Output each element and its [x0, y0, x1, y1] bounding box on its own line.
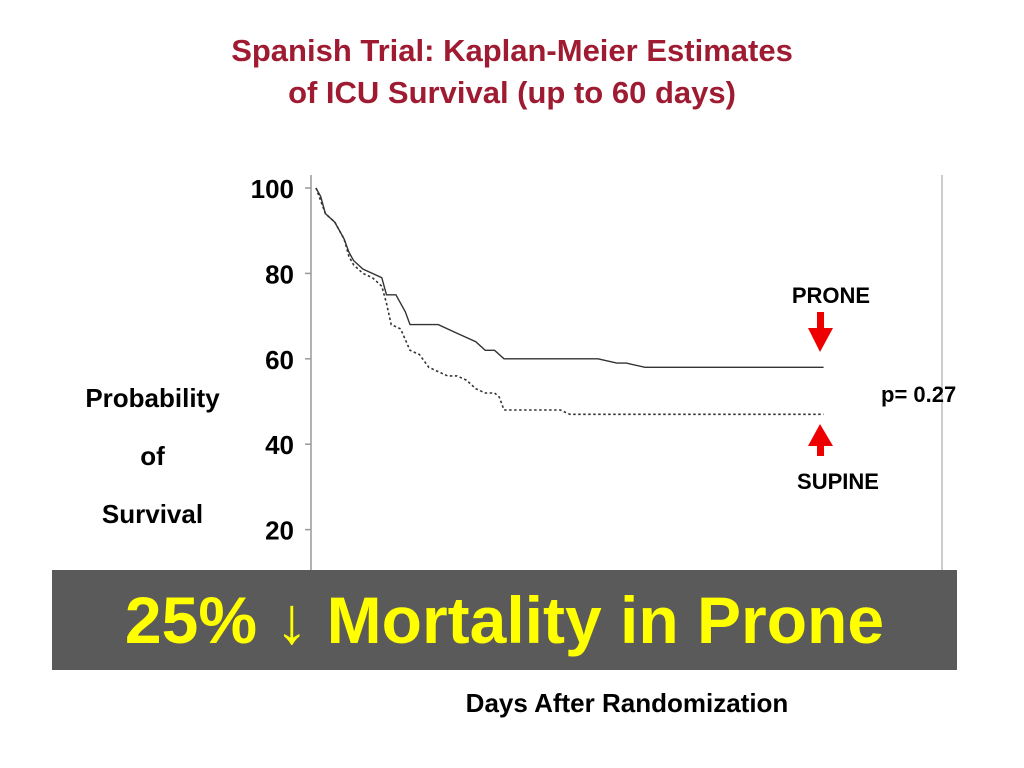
banner-text: 25% ↓ Mortality in Prone	[124, 583, 885, 657]
mortality-banner: 25% ↓ Mortality in Prone	[52, 570, 957, 670]
y-tick-label: 80	[265, 259, 294, 289]
p-value-label: p= 0.27	[881, 382, 956, 407]
series-line-supine	[315, 187, 824, 416]
y-tick-label: 40	[265, 430, 294, 460]
prone-label: PRONE	[792, 283, 870, 308]
prone-arrow-icon	[808, 312, 833, 352]
series-line-prone	[315, 187, 824, 368]
slide-title: Spanish Trial: Kaplan-Meier Estimates of…	[0, 30, 1024, 114]
y-tick-label: 20	[265, 516, 294, 546]
x-axis-label: Days After Randomization	[465, 688, 789, 718]
y-axis-label-line-1: Probability	[85, 383, 220, 413]
supine-arrow-icon	[808, 424, 833, 456]
title-line-1: Spanish Trial: Kaplan-Meier Estimates	[231, 33, 793, 68]
supine-label: SUPINE	[797, 469, 879, 494]
y-axis-label-line-3: Survival	[101, 499, 204, 529]
title-line-2: of ICU Survival (up to 60 days)	[288, 75, 736, 110]
y-tick-label: 60	[265, 345, 294, 375]
y-axis-ticks: 20 40 60 80 100	[251, 174, 311, 546]
y-tick-label: 100	[251, 174, 294, 204]
annotation-arrows	[808, 312, 833, 456]
y-axis-label-line-2: of	[140, 441, 165, 471]
series-group	[315, 187, 824, 416]
